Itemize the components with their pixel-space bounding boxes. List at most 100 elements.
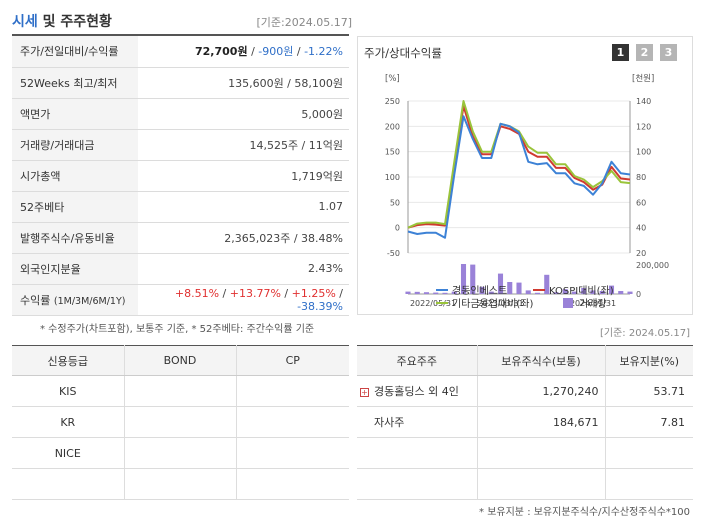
row-label: 발행주식수/유동비율	[12, 222, 138, 254]
volume-bar	[618, 291, 624, 294]
bond-cell	[124, 375, 237, 407]
price-change: -900원	[258, 45, 294, 59]
table-row: 수익률 (1M/3M/6M/1Y) +8.51% / +13.77% / +1.…	[12, 284, 349, 316]
volume-bar	[433, 292, 439, 294]
table-header-row: 주요주주 보유주식수(보통) 보유지분(%)	[357, 345, 693, 376]
table-row	[357, 468, 693, 500]
shares-cell: 1,270,240	[477, 375, 606, 407]
return-1m: +8.51%	[174, 286, 220, 300]
table-row: 자사주 184,671 7.81	[357, 406, 693, 438]
table-row: + 경동홀딩스 외 4인 1,270,240 53.71	[357, 375, 693, 407]
right-tick-label: 60	[636, 198, 646, 207]
right-tick-label: 40	[636, 224, 646, 233]
pct-cell	[605, 437, 693, 469]
table-row: 52Weeks 최고/최저 135,600원 / 58,100원	[12, 67, 349, 99]
agency-cell: KR	[12, 406, 125, 438]
pct-cell: 53.71	[605, 375, 693, 407]
legend-swatch	[563, 298, 573, 308]
row-label: 수익률 (1M/3M/6M/1Y)	[12, 284, 138, 316]
row-label: 외국인지분율	[12, 253, 138, 285]
table-row: 거래량/거래대금 14,525주 / 11억원	[12, 129, 349, 161]
row-label: 52Weeks 최고/최저	[12, 67, 138, 99]
price-chart: [%] [천원]250200150100500-50140120100806040…	[385, 73, 669, 310]
row-label: 주가/전일대비/수익률	[12, 36, 138, 68]
pct-cell: 7.81	[605, 406, 693, 438]
holder-name-cell[interactable]: + 경동홀딩스 외 4인	[357, 375, 478, 407]
row-label: 52주베타	[12, 191, 138, 223]
holder-name-cell	[357, 437, 478, 469]
chart-page-3-button[interactable]: 3	[660, 44, 677, 61]
separator: /	[335, 286, 343, 300]
separator: /	[247, 45, 259, 59]
right-tick-label: 140	[636, 97, 651, 106]
asof-date: [기준:2024.05.17]	[256, 16, 352, 29]
row-value: 2.43%	[138, 253, 349, 285]
volume-bar	[571, 291, 578, 294]
left-tick-label: 250	[385, 97, 400, 106]
row-value: 135,600원 / 58,100원	[138, 67, 349, 99]
left-tick-label: 0	[395, 224, 400, 233]
right-tick-label: 100	[636, 148, 651, 157]
column-header: 주요주주	[357, 345, 478, 376]
left-tick-label: 150	[385, 148, 400, 157]
holder-name-cell: 자사주	[357, 406, 478, 438]
row-label: 거래량/거래대금	[12, 129, 138, 161]
table-row: 외국인지분율 2.43%	[12, 253, 349, 285]
return-period: (1M/3M/6M/1Y)	[53, 295, 126, 307]
row-value: +8.51% / +13.77% / +1.25% / -38.39%	[138, 284, 349, 316]
return-3m: +13.77%	[229, 286, 281, 300]
credit-rating-table: 신용등급 BOND CP KIS KR NICE	[12, 345, 349, 500]
right-axis-unit: [천원]	[632, 73, 654, 84]
row-value: 1,719억원	[138, 160, 349, 192]
x-tick-label: 2022/05/31	[410, 299, 456, 308]
chart-panel: 주가/상대수익률 1 2 3 [%] [천원] 250 200 150 100 50 0 -50…	[357, 36, 693, 315]
holder-name-cell	[357, 468, 478, 500]
volume-bar	[590, 290, 596, 294]
table-row: 액면가 5,000원	[12, 98, 349, 130]
legend-label: 거래량	[579, 298, 607, 310]
section-title: 시세 및 주주현황	[12, 11, 112, 31]
table-row: 52주베타 1.07	[12, 191, 349, 223]
bond-cell	[124, 437, 237, 469]
volume-bar	[534, 292, 541, 294]
volume-bar	[442, 292, 448, 294]
agency-cell: NICE	[12, 437, 125, 469]
return-1y: -38.39%	[297, 299, 343, 313]
volume-bar	[470, 264, 476, 294]
volume-bar	[599, 291, 605, 294]
right-tick-label: 20	[636, 249, 646, 258]
column-header: 신용등급	[12, 345, 125, 376]
right-tick-label: 120	[636, 122, 651, 131]
column-header: 보유주식수(보통)	[477, 345, 606, 376]
volume-tick-label: 0	[636, 290, 641, 299]
row-label: 시가총액	[12, 160, 138, 192]
volume-bar	[525, 290, 531, 294]
table-row: NICE	[12, 437, 349, 469]
shares-cell	[477, 468, 606, 500]
chart-page-1-button[interactable]: 1	[612, 44, 629, 61]
left-tick-label: 200	[385, 122, 400, 131]
volume-bar	[581, 288, 587, 294]
legend-label: KOSPI대비(좌)	[549, 285, 614, 297]
table-row	[12, 468, 349, 500]
x-tick-label: 2023/03/31	[477, 299, 523, 308]
volume-bar	[627, 291, 633, 294]
legend-label: 기타금융업대비(좌)	[452, 297, 534, 310]
row-value: 1.07	[138, 191, 349, 223]
volume-bar	[497, 273, 504, 294]
agency-cell: KIS	[12, 375, 125, 407]
chart-page-2-button[interactable]: 2	[636, 44, 653, 61]
row-value: 72,700원 / -900원 / -1.22%	[138, 36, 349, 68]
column-header: CP	[236, 345, 349, 376]
volume-bar	[405, 291, 411, 294]
left-axis-unit: [%]	[385, 74, 400, 84]
asof-date-2: [기준: 2024.05.17]	[599, 328, 690, 339]
left-tick-label: -50	[387, 249, 400, 258]
bond-cell	[124, 406, 237, 438]
expand-icon[interactable]: +	[360, 387, 369, 397]
separator: /	[219, 286, 230, 300]
change-rate: -1.22%	[304, 45, 343, 59]
volume-tick-label: 200,000	[636, 261, 669, 270]
title-rest: 및 주주현황	[42, 14, 112, 30]
volume-bar	[423, 292, 430, 294]
